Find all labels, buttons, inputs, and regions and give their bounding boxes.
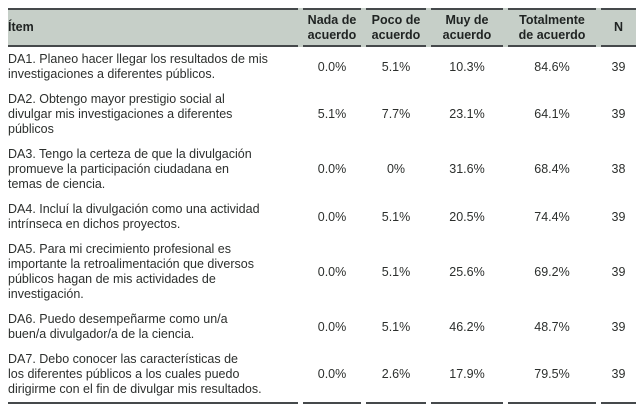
value-nada: 0.0%	[317, 209, 347, 224]
column-header-n: N	[601, 8, 636, 47]
item-text: DA5. Para mi crecimiento profesional es …	[8, 242, 254, 301]
value-muy: 17.9%	[431, 347, 503, 404]
table-row-da2: DA2. Obtengo mayor prestigio social al d…	[8, 87, 636, 142]
value-nada: 5.1%	[317, 107, 347, 121]
item-text: DA7. Debo conocer las características de…	[8, 347, 298, 404]
value-muy: 20.5%	[449, 209, 485, 224]
value-poco: 0%	[386, 162, 406, 176]
column-header-totalmente-de-acuerdo: Totalmente de acuerdo	[508, 8, 596, 47]
value-poco: 7.7%	[381, 107, 411, 121]
item-text: DA6. Puedo desempeñarme como un/a buen/a…	[8, 312, 228, 341]
table-row-da4: DA4. Incluí la divulgación como una acti…	[8, 197, 636, 237]
value-totalmente: 84.6%	[534, 59, 570, 74]
value-muy: 23.1%	[449, 107, 485, 121]
value-n: 39	[611, 209, 626, 224]
table-header-row: Ítem Nada de acuerdo Poco de acuerdo Muy…	[8, 8, 636, 47]
value-poco: 5.1%	[381, 319, 411, 334]
value-n: 39	[611, 107, 626, 121]
results-table: Ítem Nada de acuerdo Poco de acuerdo Muy…	[8, 8, 636, 404]
item-text: DA1. Planeo hacer llegar los resultados …	[8, 52, 268, 81]
item-text: DA2. Obtengo mayor prestigio social al d…	[8, 92, 233, 136]
value-nada: 0.0%	[303, 347, 361, 404]
value-totalmente: 79.5%	[508, 347, 596, 404]
value-muy: 25.6%	[449, 264, 485, 279]
table-row-da6: DA6. Puedo desempeñarme como un/a buen/a…	[8, 307, 636, 347]
table-row-da1: DA1. Planeo hacer llegar los resultados …	[8, 47, 636, 87]
value-nada: 0.0%	[317, 59, 347, 74]
column-header-item: Ítem	[8, 8, 298, 47]
table-row-da5: DA5. Para mi crecimiento profesional es …	[8, 237, 636, 307]
value-poco: 5.1%	[381, 209, 411, 224]
column-header-nada-de-acuerdo: Nada de acuerdo	[303, 8, 361, 47]
value-totalmente: 48.7%	[534, 319, 570, 334]
value-poco: 5.1%	[381, 59, 411, 74]
value-muy: 46.2%	[449, 319, 485, 334]
table-row-da3: DA3. Tengo la certeza de que la divulgac…	[8, 142, 636, 197]
value-totalmente: 68.4%	[534, 162, 570, 176]
table-row-da7: DA7. Debo conocer las características de…	[8, 347, 636, 404]
item-text: DA3. Tengo la certeza de que la divulgac…	[8, 147, 252, 191]
value-nada: 0.0%	[317, 162, 347, 176]
value-n: 38	[611, 162, 626, 176]
value-totalmente: 74.4%	[534, 209, 570, 224]
value-n: 39	[611, 59, 626, 74]
value-totalmente: 64.1%	[534, 107, 570, 121]
column-header-poco-de-acuerdo: Poco de acuerdo	[366, 8, 426, 47]
value-poco: 5.1%	[381, 264, 411, 279]
value-nada: 0.0%	[317, 264, 347, 279]
value-totalmente: 69.2%	[534, 264, 570, 279]
value-poco: 2.6%	[366, 347, 426, 404]
value-n: 39	[601, 347, 636, 404]
value-n: 39	[611, 319, 626, 334]
column-header-muy-de-acuerdo: Muy de acuerdo	[431, 8, 503, 47]
value-muy: 31.6%	[449, 162, 485, 176]
value-nada: 0.0%	[317, 319, 347, 334]
value-n: 39	[611, 264, 626, 279]
item-text: DA4. Incluí la divulgación como una acti…	[8, 202, 260, 231]
value-muy: 10.3%	[449, 59, 485, 74]
